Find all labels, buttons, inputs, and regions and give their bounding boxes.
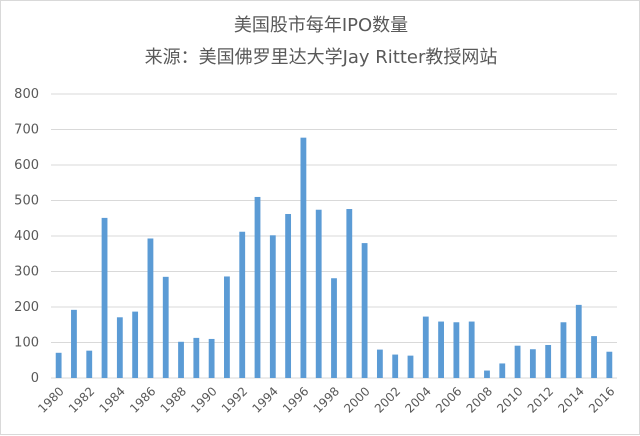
y-tick-label: 0	[31, 371, 39, 386]
bar-1982	[86, 350, 93, 378]
bar-2003	[407, 355, 414, 378]
x-tick-label: 1990	[188, 384, 219, 415]
bar-1991	[224, 276, 230, 378]
bar-1993	[254, 196, 261, 378]
bar-1980	[55, 352, 62, 378]
bar-2015	[591, 336, 597, 378]
bar-2013	[560, 322, 567, 378]
bar-2000	[361, 243, 368, 378]
bar-1995	[285, 213, 292, 378]
bar-1981	[71, 309, 77, 378]
x-tick-label: 1980	[35, 384, 66, 415]
x-tick-label: 2004	[402, 384, 433, 415]
x-tick-label: 2008	[464, 384, 495, 415]
x-tick-label: 2012	[525, 384, 556, 415]
x-tick-label: 2006	[433, 384, 464, 415]
bar-2004	[422, 316, 429, 378]
bars	[55, 137, 613, 378]
bar-2012	[545, 344, 552, 378]
y-tick-label: 800	[14, 87, 39, 102]
bar-1983	[101, 217, 108, 378]
x-tick-label: 1994	[249, 384, 280, 415]
x-tick-label: 2002	[372, 384, 403, 415]
x-tick-label: 1996	[280, 384, 311, 415]
x-tick-label: 1982	[66, 384, 97, 415]
y-tick-label: 500	[14, 194, 39, 209]
x-tick-label: 1998	[311, 384, 342, 415]
bar-1988	[178, 341, 184, 378]
bar-2001	[376, 349, 383, 378]
y-tick-label: 100	[14, 336, 39, 351]
x-tick-label: 1992	[219, 384, 250, 415]
x-tick-label: 1988	[158, 384, 189, 415]
bar-2011	[529, 349, 536, 378]
bar-1998	[331, 278, 337, 378]
bar-2016	[606, 351, 613, 378]
y-axis-ticks: 0 100 200 300 400 500 600 700 800	[14, 87, 39, 386]
x-tick-label: 1986	[127, 384, 158, 415]
bar-1996	[300, 137, 307, 378]
bar-1997	[315, 209, 322, 378]
bar-1992	[239, 231, 246, 378]
bar-1994	[269, 235, 276, 378]
y-tick-label: 300	[14, 265, 39, 280]
y-tick-label: 400	[14, 229, 39, 244]
bar-1999	[346, 209, 353, 378]
y-tick-label: 700	[14, 123, 39, 138]
y-tick-label: 200	[14, 300, 39, 315]
bar-1986	[147, 238, 154, 378]
bar-2002	[392, 354, 399, 378]
bar-2008	[484, 370, 490, 378]
chart-subtitle: 来源：美国佛罗里达大学Jay Ritter教授网站	[144, 47, 498, 68]
bar-1987	[162, 276, 169, 378]
bar-1985	[132, 311, 139, 378]
bar-2007	[468, 321, 475, 378]
bar-2014	[575, 304, 582, 378]
x-tick-label: 2014	[555, 384, 586, 415]
x-tick-label: 2010	[494, 384, 525, 415]
x-tick-label: 2000	[341, 384, 372, 415]
bar-2009	[499, 363, 506, 378]
y-tick-label: 600	[14, 158, 39, 173]
x-tick-label: 2016	[586, 384, 617, 415]
x-axis-ticks: 1980 1982 1984 1986 1988 1990 1992 1994 1996 1998…	[35, 384, 617, 415]
chart-title: 美国股市每年IPO数量	[233, 15, 409, 36]
bar-1990	[208, 338, 215, 378]
bar-1989	[193, 337, 200, 378]
bar-2010	[514, 345, 521, 378]
bar-2006	[453, 322, 460, 378]
bar-1984	[116, 317, 123, 378]
gridlines	[51, 93, 617, 379]
bar-2005	[438, 321, 444, 378]
x-tick-label: 1984	[96, 384, 127, 415]
